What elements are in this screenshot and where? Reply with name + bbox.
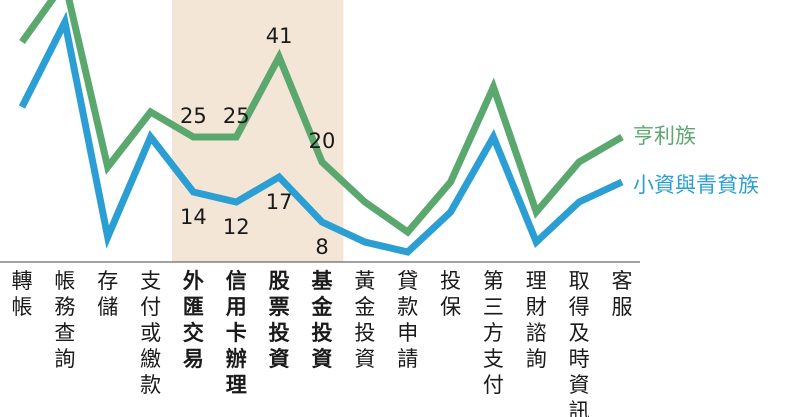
category-label: 支付或繳款 bbox=[140, 269, 161, 397]
legend-entry-2: 小資與青貧族 bbox=[633, 173, 759, 197]
data-label: 20 bbox=[309, 129, 336, 153]
category-label: 貸款申請 bbox=[397, 269, 418, 371]
category-label: 信用卡辦理 bbox=[226, 269, 247, 397]
legend-entry-1: 亨利族 bbox=[633, 124, 696, 148]
category-label: 股票投資 bbox=[269, 269, 290, 371]
category-label: 轉帳 bbox=[12, 269, 33, 319]
category-label: 投保 bbox=[440, 269, 461, 319]
data-label: 8 bbox=[315, 235, 328, 259]
category-label: 帳務查詢 bbox=[54, 269, 75, 371]
data-label: 41 bbox=[266, 24, 293, 48]
category-label: 存儲 bbox=[97, 269, 118, 319]
data-label: 12 bbox=[223, 215, 250, 239]
category-label: 取得及時資訊 bbox=[569, 269, 590, 417]
category-label: 理財諮詢 bbox=[526, 269, 547, 371]
series-line-2 bbox=[18, 11, 624, 256]
series-line-1 bbox=[19, 0, 624, 237]
category-label: 客服 bbox=[612, 269, 633, 319]
category-label: 基金投資 bbox=[311, 269, 334, 371]
category-label: 黃金投資 bbox=[354, 269, 375, 371]
data-label: 25 bbox=[223, 104, 250, 128]
category-label: 外匯交易 bbox=[183, 269, 204, 371]
data-label: 25 bbox=[180, 104, 207, 128]
category-label: 第三方支付 bbox=[483, 269, 504, 397]
data-label: 14 bbox=[180, 205, 207, 229]
data-label: 17 bbox=[266, 190, 293, 214]
